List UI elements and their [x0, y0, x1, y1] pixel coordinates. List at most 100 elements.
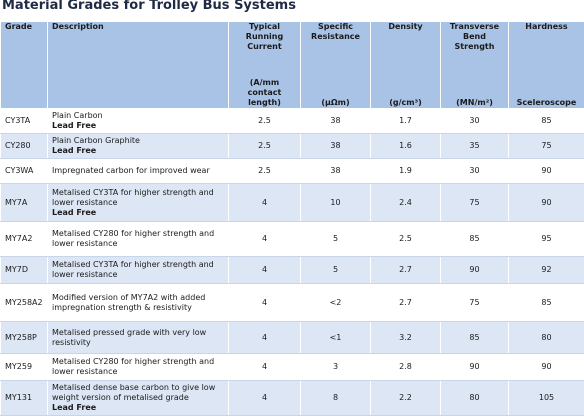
density-cell: 2.5: [371, 222, 441, 257]
hardness-cell: 105: [509, 381, 584, 416]
strength-cell: 90: [441, 354, 509, 381]
column-name: Specific Resistance: [305, 22, 366, 42]
current-cell: 2.5: [229, 134, 301, 159]
strength-cell: 30: [441, 159, 509, 184]
current-cell: 4: [229, 322, 301, 354]
hardness-cell: 90: [509, 354, 584, 381]
note-text: Lead Free: [52, 121, 224, 131]
note-text: Lead Free: [52, 146, 224, 156]
strength-cell: 35: [441, 134, 509, 159]
column-name: Typical Running Current: [233, 22, 296, 52]
current-cell: 2.5: [229, 109, 301, 134]
grade-cell: CY3WA: [1, 159, 48, 184]
note-text: Lead Free: [52, 208, 224, 218]
column-header: Typical Running Current (A/mm contact len…: [229, 22, 301, 109]
strength-cell: 85: [441, 322, 509, 354]
description-cell: Metalised CY280 for higher strength and …: [48, 222, 229, 257]
description-text: Metalised CY3TA for higher strength and …: [52, 260, 224, 280]
page-title: Material Grades for Trolley Bus Systems: [2, 0, 296, 13]
current-cell: 4: [229, 354, 301, 381]
density-cell: 2.4: [371, 184, 441, 222]
resistance-cell: 8: [301, 381, 371, 416]
current-cell: 4: [229, 284, 301, 322]
column-header: Specific Resistance (μΩm): [301, 22, 371, 109]
hardness-cell: 80: [509, 322, 584, 354]
header-cell: Transverse Bend Strength(MN/m²): [445, 22, 504, 108]
grade-cell: MY7A2: [1, 222, 48, 257]
current-cell: 4: [229, 381, 301, 416]
description-text: Modified version of MY7A2 with added imp…: [52, 293, 224, 313]
resistance-cell: 10: [301, 184, 371, 222]
density-cell: 2.8: [371, 354, 441, 381]
resistance-cell: <2: [301, 284, 371, 322]
grade-cell: CY3TA: [1, 109, 48, 134]
description-cell: Metalised CY280 for higher strength and …: [48, 354, 229, 381]
grade-cell: MY7A: [1, 184, 48, 222]
column-name: Transverse Bend Strength: [445, 22, 504, 52]
description-cell: Metalised CY3TA for higher strength and …: [48, 184, 229, 222]
description-text: Metalised CY280 for higher strength and …: [52, 229, 224, 249]
header-cell: Typical Running Current (A/mm contact len…: [233, 22, 296, 108]
resistance-cell: 5: [301, 222, 371, 257]
resistance-cell: 38: [301, 159, 371, 184]
description-text: Impregnated carbon for improved wear: [52, 166, 224, 176]
header-cell: Description: [52, 22, 224, 108]
density-cell: 2.7: [371, 284, 441, 322]
grade-cell: MY131: [1, 381, 48, 416]
column-unit: (A/mm contact length): [233, 78, 296, 108]
hardness-cell: 90: [509, 184, 584, 222]
density-cell: 1.6: [371, 134, 441, 159]
hardness-cell: 75: [509, 134, 584, 159]
hardness-cell: 95: [509, 222, 584, 257]
hardness-cell: 85: [509, 109, 584, 134]
density-cell: 1.9: [371, 159, 441, 184]
column-unit: Sceleroscope: [513, 98, 580, 108]
column-header: Transverse Bend Strength(MN/m²): [441, 22, 509, 109]
resistance-cell: 3: [301, 354, 371, 381]
current-cell: 4: [229, 222, 301, 257]
density-cell: 2.2: [371, 381, 441, 416]
current-cell: 4: [229, 184, 301, 222]
description-cell: Modified version of MY7A2 with added imp…: [48, 284, 229, 322]
column-name: Grade: [5, 22, 43, 32]
hardness-cell: 90: [509, 159, 584, 184]
description-text: Metalised pressed grade with very low re…: [52, 328, 224, 348]
grade-cell: MY7D: [1, 257, 48, 284]
description-text: Plain Carbon: [52, 111, 224, 121]
column-unit: (g/cm³): [375, 98, 436, 108]
strength-cell: 30: [441, 109, 509, 134]
strength-cell: 75: [441, 284, 509, 322]
header-row: Grade Description Typical Running Current (…: [1, 22, 584, 109]
description-text: Metalised CY3TA for higher strength and …: [52, 188, 224, 208]
grade-cell: CY280: [1, 134, 48, 159]
strength-cell: 75: [441, 184, 509, 222]
grade-cell: MY258A2: [1, 284, 48, 322]
description-text: Metalised dense base carbon to give low …: [52, 383, 224, 403]
column-unit: (μΩm): [305, 98, 366, 108]
header-cell: Specific Resistance (μΩm): [305, 22, 366, 108]
grades-table: Grade Description Typical Running Current (…: [0, 21, 584, 416]
column-name: Description: [52, 22, 224, 32]
current-cell: 4: [229, 257, 301, 284]
description-cell: Metalised pressed grade with very low re…: [48, 322, 229, 354]
header-cell: Density(g/cm³): [375, 22, 436, 108]
resistance-cell: 38: [301, 134, 371, 159]
table-row: CY3WA Impregnated carbon for improved wea…: [1, 159, 584, 184]
description-cell: Metalised CY3TA for higher strength and …: [48, 257, 229, 284]
density-cell: 1.7: [371, 109, 441, 134]
column-header: Grade: [1, 22, 48, 109]
column-header: Description: [48, 22, 229, 109]
